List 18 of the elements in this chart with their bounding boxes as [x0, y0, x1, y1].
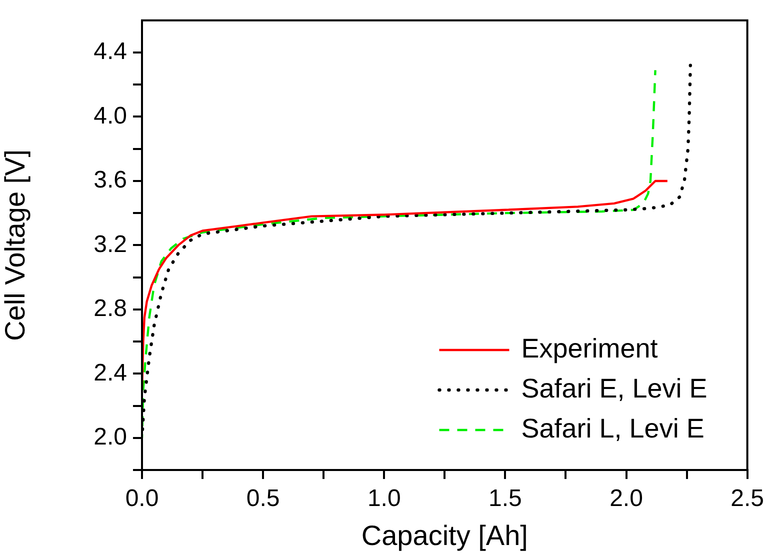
- y-tick-label: 2.8: [94, 295, 127, 322]
- y-tick-label: 4.4: [94, 38, 127, 66]
- x-tick-label: 2.0: [610, 485, 643, 512]
- x-axis-title: Capacity [Ah]: [361, 520, 528, 551]
- x-tick-label: 0.0: [125, 485, 159, 512]
- legend-label: Experiment: [521, 333, 658, 364]
- y-tick-label: 4.0: [94, 102, 127, 130]
- y-tick-label: 2.0: [94, 424, 127, 451]
- legend-label: Safari L, Levi E: [521, 413, 704, 444]
- y-tick-label: 3.6: [94, 166, 127, 194]
- y-axis-title: Cell Voltage [V]: [0, 149, 31, 341]
- legend-label: Safari E, Levi E: [521, 373, 708, 404]
- x-tick-label: 1.0: [367, 485, 401, 512]
- x-tick-label: 1.5: [488, 485, 522, 512]
- x-tick-label: 2.5: [730, 485, 764, 512]
- x-tick-label: 0.5: [246, 485, 280, 512]
- y-tick-label: 2.4: [94, 359, 127, 386]
- y-tick-label: 3.2: [94, 230, 127, 258]
